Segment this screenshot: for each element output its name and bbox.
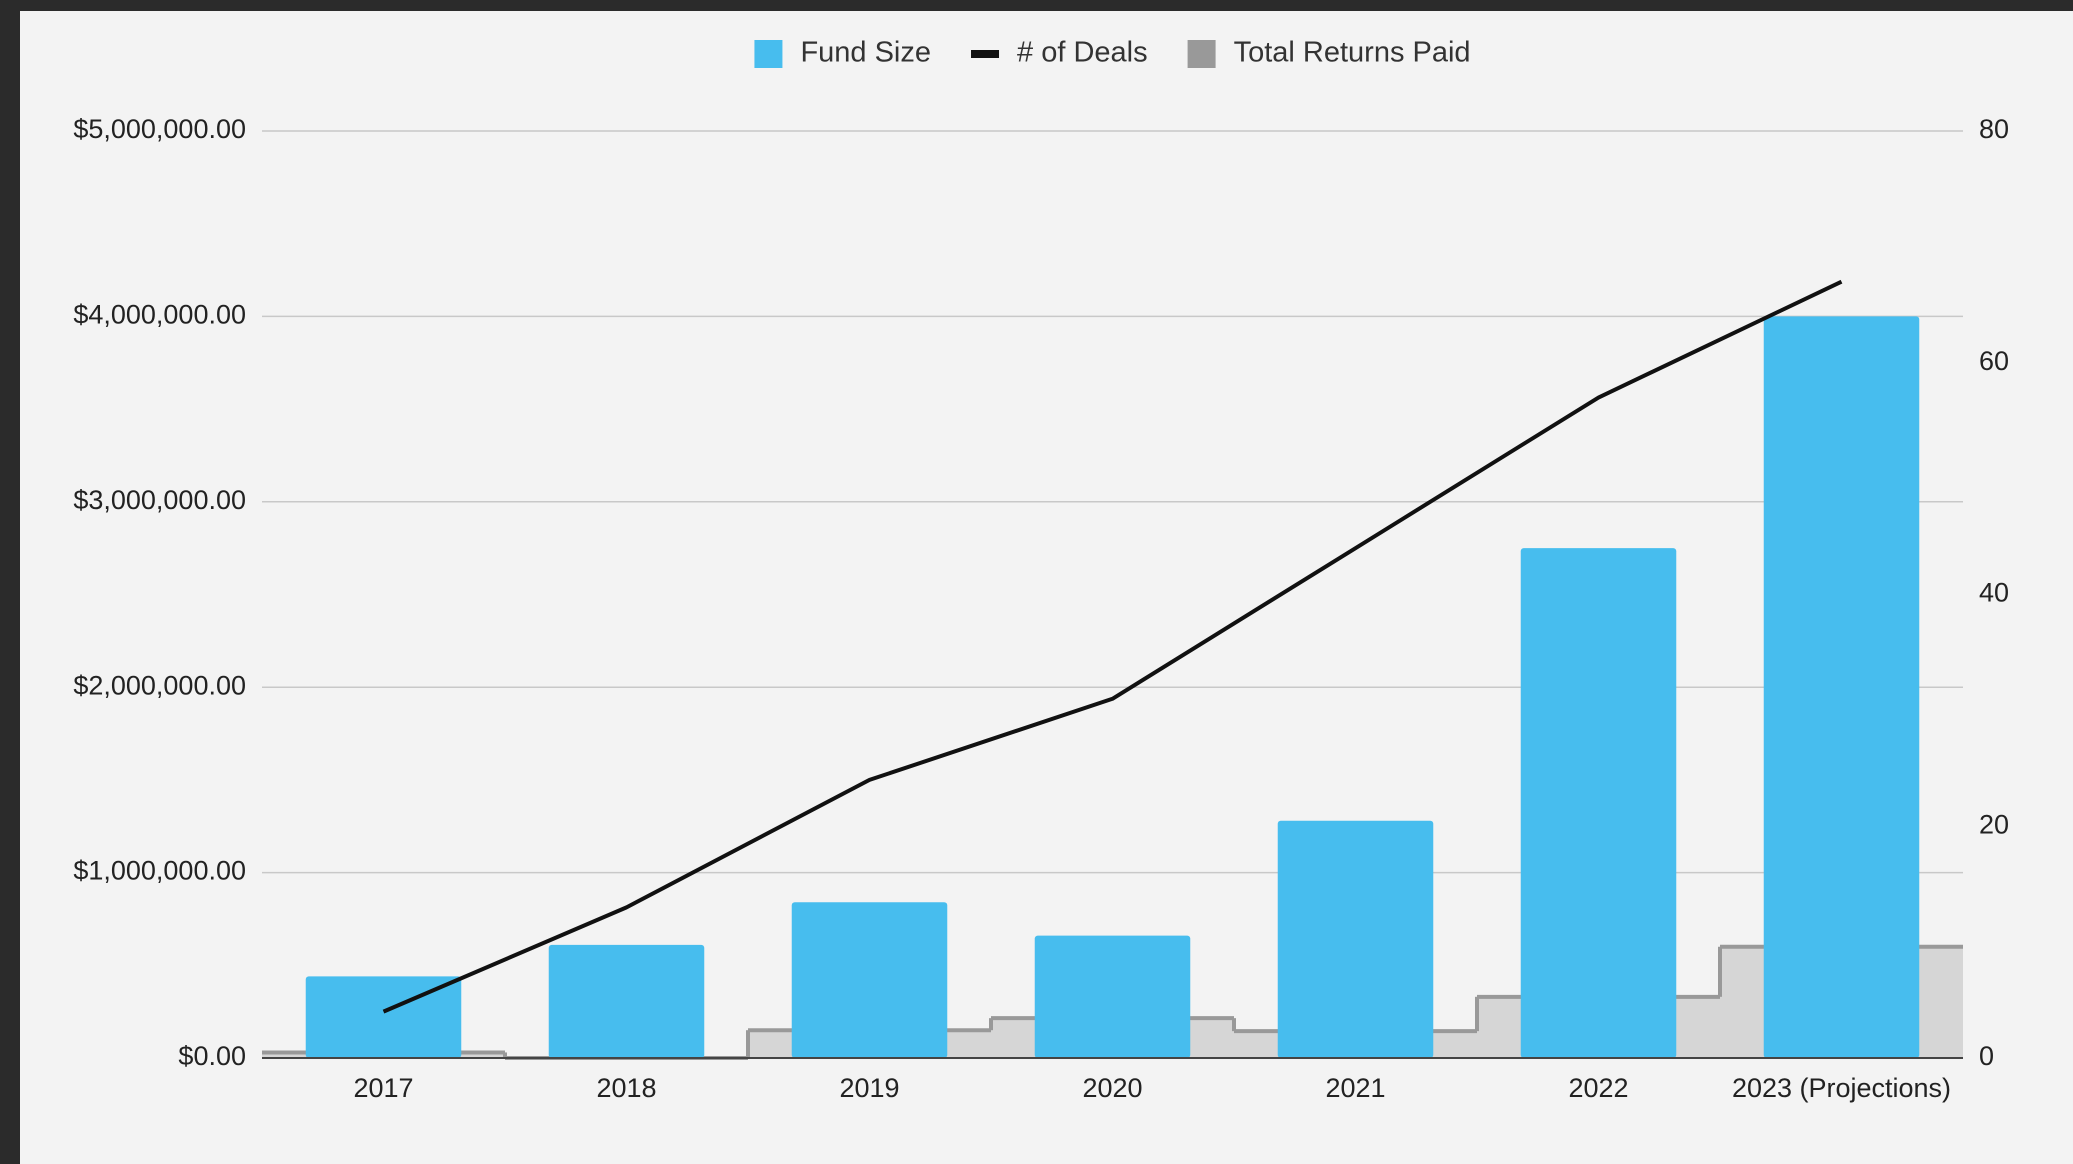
y2-tick-label: 0 [1979,1041,1994,1071]
legend-label: # of Deals [1017,37,1148,69]
y-tick-label: $4,000,000.00 [73,300,246,330]
y-tick-label: $3,000,000.00 [73,485,246,515]
x-tick-label: 2018 [596,1073,656,1103]
y2-tick-label: 40 [1979,578,2009,608]
y2-tick-label: 80 [1979,114,2009,144]
legend-swatch [754,40,782,68]
y-tick-label: $5,000,000.00 [73,114,246,144]
x-tick-label: 2021 [1325,1073,1385,1103]
bar [1035,936,1191,1058]
legend-swatch [1188,40,1216,68]
legend-label: Total Returns Paid [1234,37,1471,69]
y-tick-label: $1,000,000.00 [73,856,246,886]
legend: Fund Size # of Deals Total Returns Paid [754,37,1470,69]
legend-swatch [971,50,999,58]
y2-tick-label: 20 [1979,809,2009,839]
x-tick-label: 2019 [839,1073,899,1103]
bar [1764,316,1920,1058]
y2-tick-label: 60 [1979,346,2009,376]
legend-label: Fund Size [800,37,931,69]
page: {"chart_data": {"type": "combo", "catego… [0,0,2073,1164]
x-tick-label: 2020 [1082,1073,1142,1103]
x-tick-label: 2017 [353,1073,413,1103]
x-tick-label: 2023 (Projections) [1732,1073,1951,1103]
y-tick-label: $2,000,000.00 [73,670,246,700]
chart: $0.00 $1,000,000.00 $2,000,000.00 $3,000,00… [0,0,2073,1164]
x-tick-label: 2022 [1568,1073,1628,1103]
bar [1521,548,1677,1058]
bar [549,945,705,1058]
bar [792,902,948,1058]
y-tick-label: $0.00 [178,1041,246,1071]
bar [1278,821,1434,1058]
